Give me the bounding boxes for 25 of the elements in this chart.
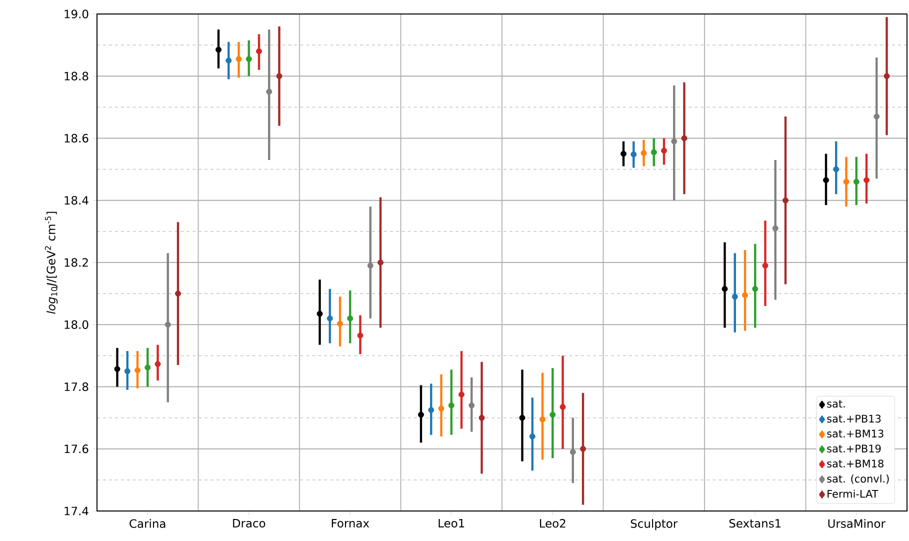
x-tick-label: Leo1 [438,519,464,528]
y-axis-title: log$_{10}$J/[GeV$^{2}$ cm$^{-5}$] [44,212,58,314]
legend-label: sat.+PB19 [827,444,881,453]
y-tick-label: 19.0 [64,10,88,18]
x-tick-label: Draco [233,519,266,528]
y-tick-label: 17.8 [64,382,88,392]
legend-label: sat.+PB13 [827,414,881,423]
x-tick-label: Carina [130,519,166,528]
y-tick-label: 17.4 [64,506,88,516]
y-tick-label: 18.2 [64,258,88,267]
x-tick-label: Leo2 [540,519,566,528]
y-tick-label: 18.6 [64,134,88,143]
x-tick-label: Sculptor [630,519,678,530]
y-tick-label: 18.0 [64,320,88,329]
x-tick-label: Sextans1 [729,519,781,528]
x-tick-label: Fornax [332,519,370,528]
legend-label: sat. (convl.) [827,474,889,484]
y-tick-label: 17.6 [64,444,88,454]
y-tick-label: 18.8 [64,72,88,80]
legend-label: sat.+BM13 [827,430,884,438]
legend-label: sat.+BM18 [827,460,884,468]
x-tick-label: UrsaMinor [828,519,886,528]
legend-label: sat. [827,400,845,408]
y-tick-label: 18.4 [64,196,88,205]
legend-label: Fermi-LAT [828,490,878,498]
